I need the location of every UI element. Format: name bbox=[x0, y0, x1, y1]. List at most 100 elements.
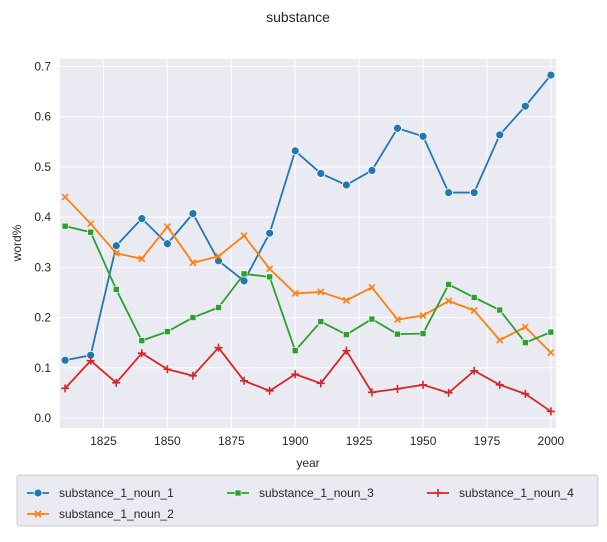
legend-label: substance_1_noun_1 bbox=[59, 486, 174, 500]
legend-item-substance_1_noun_2: substance_1_noun_2 bbox=[27, 507, 174, 521]
data-point bbox=[444, 388, 453, 397]
data-point bbox=[342, 346, 351, 355]
data-point bbox=[470, 306, 478, 315]
data-point bbox=[546, 407, 555, 416]
data-point bbox=[215, 304, 222, 311]
data-point bbox=[469, 188, 479, 197]
data-point bbox=[496, 306, 504, 314]
data-point bbox=[470, 366, 479, 375]
data-point bbox=[240, 270, 248, 278]
legend-marker bbox=[234, 489, 242, 497]
data-point bbox=[521, 389, 530, 398]
plot-area bbox=[60, 59, 556, 428]
grid-lines bbox=[60, 59, 556, 428]
data-point bbox=[188, 209, 198, 219]
legend-item-substance_1_noun_4: substance_1_noun_4 bbox=[427, 486, 574, 500]
data-point bbox=[445, 297, 453, 305]
data-point bbox=[418, 131, 428, 141]
y-tick-label: 0.3 bbox=[34, 260, 51, 274]
legend-marker bbox=[34, 510, 42, 518]
data-point bbox=[343, 331, 350, 338]
legend-marker bbox=[434, 489, 442, 497]
x-tick-label: 1875 bbox=[218, 434, 245, 448]
data-point bbox=[61, 193, 69, 201]
data-point bbox=[266, 273, 273, 281]
data-point bbox=[470, 294, 478, 301]
data-point bbox=[521, 323, 529, 331]
data-point bbox=[87, 220, 95, 228]
data-point bbox=[138, 337, 146, 344]
data-point bbox=[547, 349, 555, 357]
data-point bbox=[547, 328, 555, 336]
series-layer bbox=[60, 70, 556, 416]
data-point bbox=[291, 289, 299, 298]
data-point bbox=[495, 380, 504, 389]
y-tick-label: 0.6 bbox=[34, 110, 51, 124]
data-point bbox=[393, 384, 402, 393]
data-point bbox=[546, 70, 556, 80]
x-axis-ticks: 1825 1850 1875 1900 1925 1950 1975 2000 bbox=[90, 434, 564, 448]
y-tick-label: 0.1 bbox=[34, 361, 51, 375]
data-point bbox=[368, 315, 376, 323]
y-tick-label: 0.4 bbox=[34, 210, 51, 224]
data-point bbox=[290, 146, 300, 156]
legend: substance_1_noun_1 substance_1_noun_2 subs… bbox=[16, 474, 599, 527]
data-point bbox=[164, 328, 171, 335]
data-point bbox=[419, 311, 427, 320]
data-point bbox=[367, 166, 377, 175]
legend-marker bbox=[33, 488, 43, 498]
series-line bbox=[64, 346, 552, 413]
legend-item-substance_1_noun_3: substance_1_noun_3 bbox=[227, 486, 374, 500]
data-point bbox=[444, 188, 454, 197]
data-point bbox=[60, 355, 70, 365]
x-tick-label: 1825 bbox=[90, 434, 117, 448]
x-tick-label: 1850 bbox=[154, 434, 181, 448]
data-point bbox=[419, 380, 428, 389]
data-point bbox=[240, 232, 248, 240]
data-point bbox=[495, 130, 505, 140]
y-tick-label: 0.2 bbox=[34, 311, 51, 325]
data-point bbox=[163, 365, 172, 374]
data-point bbox=[112, 286, 120, 293]
data-point bbox=[496, 336, 504, 344]
data-point bbox=[240, 376, 249, 385]
y-axis-ticks: 0.0 0.1 0.2 0.3 0.4 0.5 0.6 0.7 bbox=[34, 60, 51, 425]
legend-label: substance_1_noun_2 bbox=[59, 507, 174, 521]
data-point bbox=[317, 318, 325, 325]
x-tick-label: 1975 bbox=[474, 434, 501, 448]
data-point bbox=[393, 123, 402, 133]
data-point bbox=[61, 384, 70, 393]
data-point bbox=[61, 222, 69, 230]
data-point bbox=[291, 347, 299, 354]
x-tick-label: 2000 bbox=[538, 434, 565, 448]
data-point bbox=[87, 228, 94, 236]
data-point bbox=[316, 169, 326, 178]
data-point bbox=[112, 249, 120, 257]
data-point bbox=[214, 343, 223, 352]
data-point bbox=[189, 314, 197, 321]
x-axis-label: year bbox=[296, 456, 319, 470]
data-point bbox=[112, 378, 121, 387]
data-point bbox=[317, 288, 325, 296]
y-tick-label: 0.7 bbox=[34, 60, 51, 74]
x-tick-label: 1925 bbox=[346, 434, 373, 448]
data-point bbox=[111, 241, 121, 251]
data-point bbox=[394, 330, 401, 338]
chart-title: substance bbox=[266, 9, 330, 25]
data-point bbox=[520, 101, 530, 111]
data-point bbox=[265, 386, 274, 395]
series-line bbox=[64, 196, 552, 354]
data-point bbox=[419, 330, 427, 337]
series-substance_1_noun_4 bbox=[61, 343, 555, 416]
data-point bbox=[86, 356, 95, 365]
data-point bbox=[138, 255, 146, 263]
x-tick-label: 1900 bbox=[282, 434, 309, 448]
data-point bbox=[393, 315, 402, 324]
data-point bbox=[137, 214, 147, 224]
y-tick-label: 0.5 bbox=[34, 160, 51, 174]
data-point bbox=[341, 180, 351, 190]
y-tick-label: 0.0 bbox=[34, 411, 51, 425]
y-axis-label: word% bbox=[10, 224, 24, 262]
data-point bbox=[265, 228, 275, 238]
